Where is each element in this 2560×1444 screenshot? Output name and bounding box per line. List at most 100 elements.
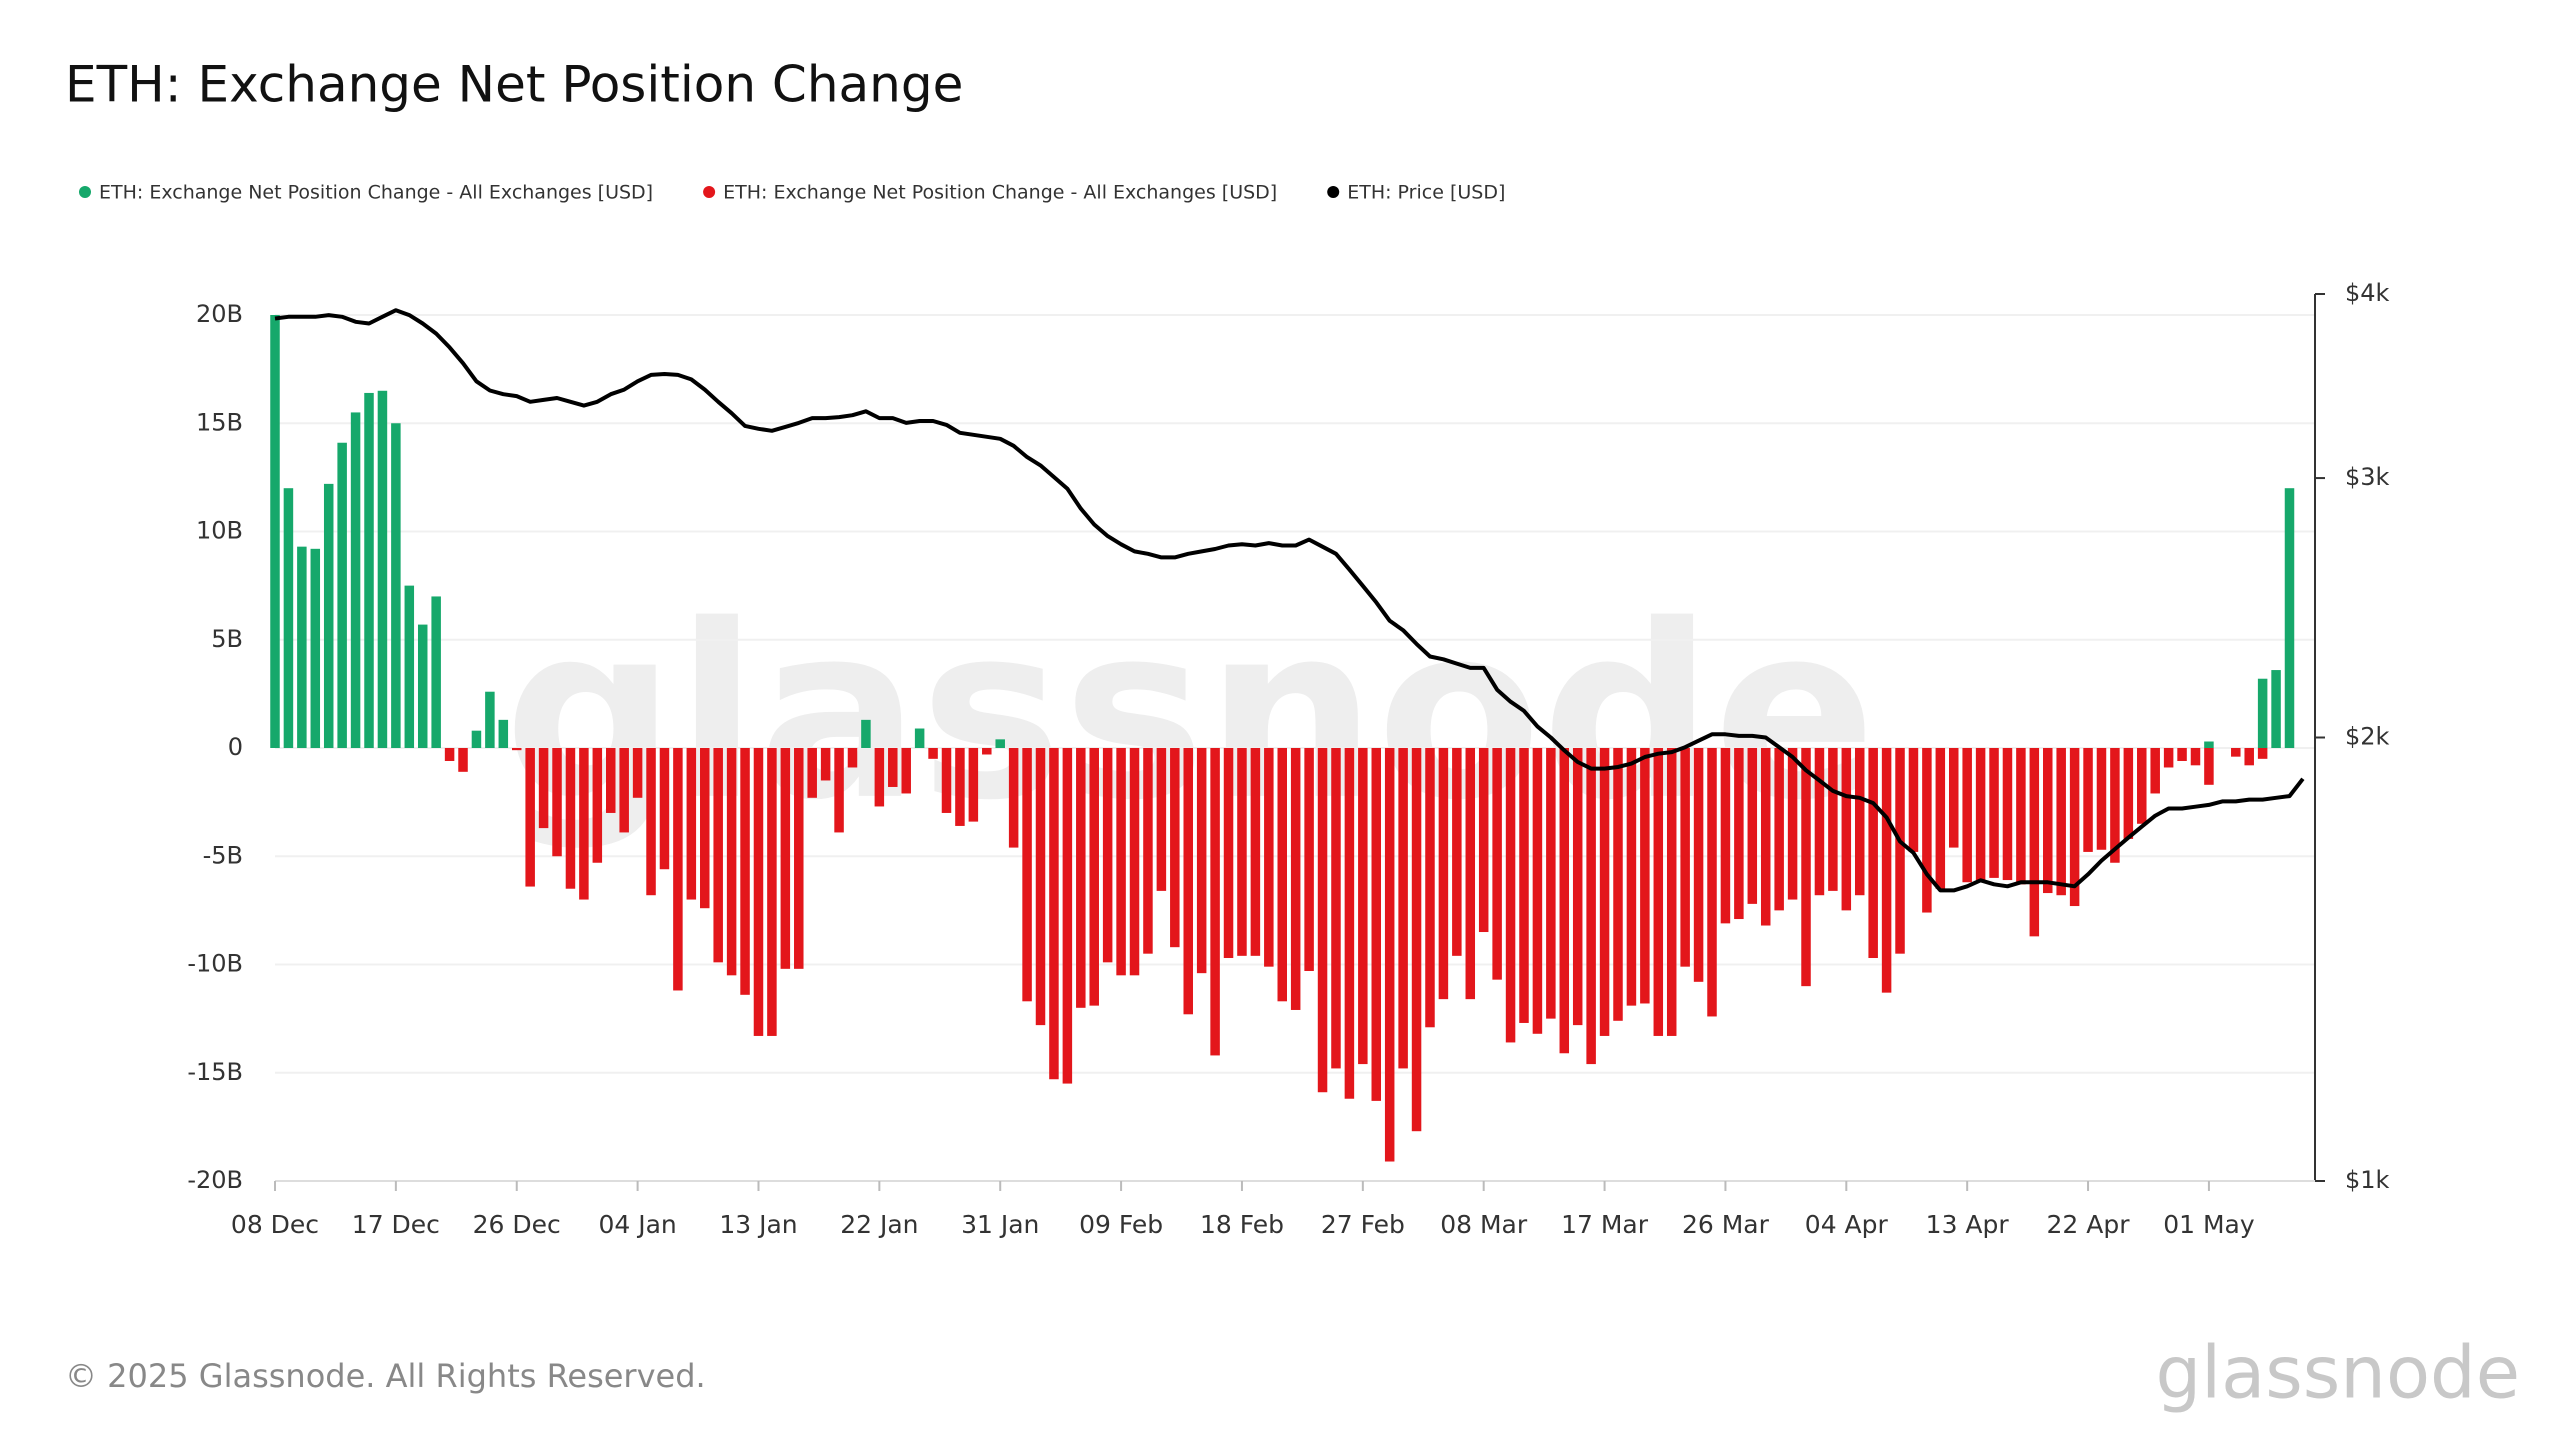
bar [431,596,441,748]
bar [1237,748,1247,956]
bar [713,748,723,963]
bar [1358,748,1368,1065]
bar [1035,748,1046,1026]
bar [726,748,737,976]
bar [995,739,1005,748]
bar [1143,748,1153,954]
chart-title: ETH: Exchange Net Position Change [65,56,963,114]
bar [1022,748,1032,1002]
bar [1371,748,1382,1101]
bar [1452,748,1462,956]
bar [820,748,831,781]
x-tick-label: 13 Jan [719,1210,797,1239]
x-tick-label: 08 Dec [231,1210,319,1239]
legend-label: ETH: Exchange Net Position Change - All … [723,182,1277,204]
bar [1183,748,1193,1015]
bar [1438,748,1449,1000]
bar [1062,748,1073,1084]
bar [1881,748,1892,993]
bar [1465,748,1476,1000]
bar [1774,748,1784,911]
bar [458,748,468,772]
y-tick-label: -20B [187,1166,243,1194]
x-tick-label: 13 Apr [1926,1210,2010,1239]
bar [2257,748,2268,759]
x-tick-label: 17 Dec [352,1210,440,1239]
bar [2029,748,2040,937]
x-tick-label: 09 Feb [1079,1210,1163,1239]
bar [1264,748,1274,967]
bar [1586,748,1596,1065]
bar [1787,748,1798,900]
bar [1519,748,1529,1023]
bar [310,548,321,748]
x-tick-label: 26 Dec [473,1210,561,1239]
bar [646,748,656,896]
bar [2083,748,2093,852]
bar [767,748,777,1036]
x-tick-label: 22 Jan [840,1210,918,1239]
x-tick-label: 04 Jan [598,1210,676,1239]
legend-label: ETH: Exchange Net Position Change - All … [99,182,653,204]
bar [1962,748,1972,883]
bar [1102,748,1113,963]
bar [1492,748,1502,980]
bar [377,390,388,748]
bar [1277,748,1287,1002]
bar [1344,748,1355,1099]
bar [1170,748,1180,948]
bar [1640,748,1650,1004]
y-tick-label: 15B [196,408,243,436]
bar [914,728,925,748]
bar [2123,748,2134,839]
bar [780,748,791,969]
x-tick-label: 17 Mar [1561,1210,1649,1239]
bar [1680,748,1690,967]
bar [1008,748,1019,848]
bar [901,748,911,794]
bar [1720,748,1731,924]
bar [968,748,979,822]
y-tick-label: 5B [211,625,243,653]
x-tick-label: 18 Feb [1200,1210,1284,1239]
bar [1411,748,1422,1132]
bar [1868,748,1878,959]
bar [538,748,549,829]
bar [1156,748,1167,891]
bar [1949,748,1959,848]
bar [888,748,898,787]
bar [525,748,535,887]
bar [511,748,522,751]
y-tick-label: -10B [187,950,243,978]
x-tick-label: 27 Feb [1321,1210,1405,1239]
bar [928,748,938,759]
bar [364,392,374,748]
bar [1210,748,1220,1056]
bar [552,748,562,857]
y2-tick-label: $4k [2345,279,2390,307]
bar [1250,748,1261,956]
bar [1546,748,1556,1019]
bar [1613,748,1623,1021]
bar [2190,748,2201,766]
bar [1478,748,1489,933]
bar [2271,670,2281,748]
bar [579,748,589,900]
bar [955,748,965,826]
bar [1304,748,1314,971]
bar [2204,741,2214,748]
bar [632,748,643,798]
bar [1747,748,1758,904]
bar [619,748,629,833]
bar [283,488,294,748]
y-tick-label: 10B [196,517,243,545]
bar [941,748,952,813]
bar [1599,748,1610,1036]
bar [350,412,361,748]
bar [659,748,670,870]
bar [807,748,817,798]
bar [2016,748,2026,885]
legend-marker [703,186,716,198]
